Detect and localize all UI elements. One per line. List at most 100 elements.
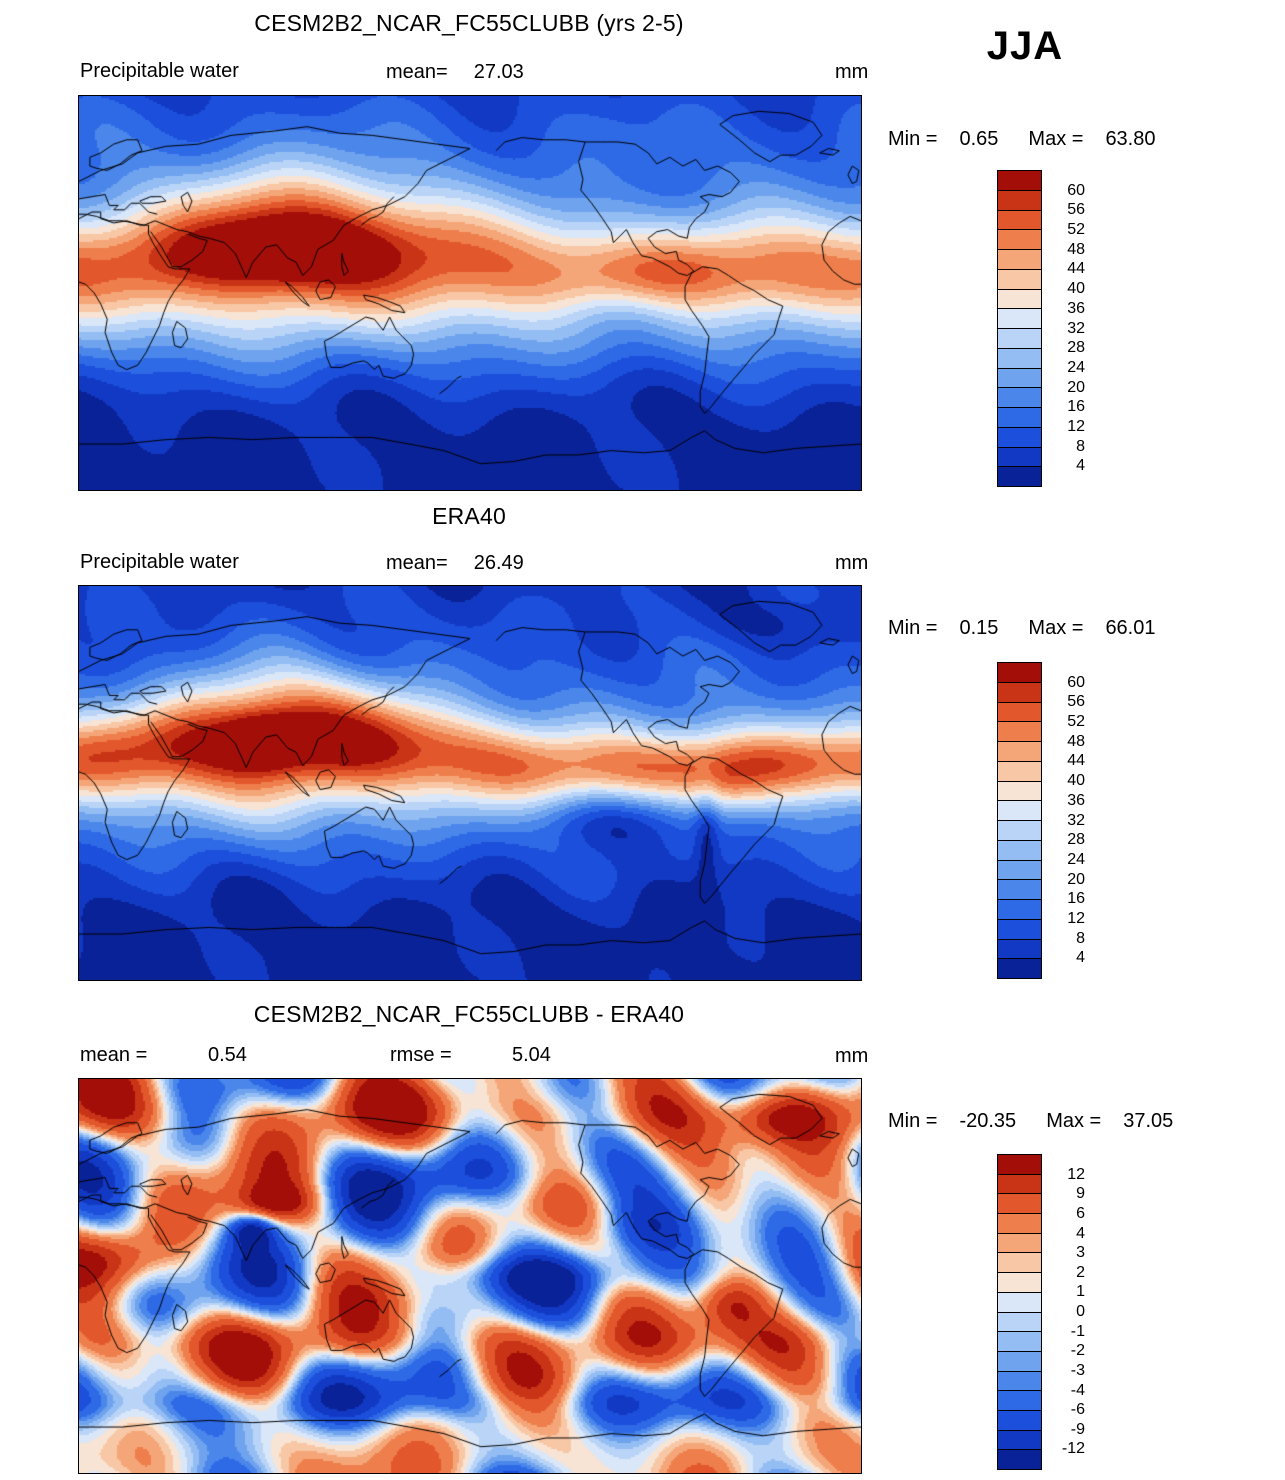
- max-value: 66.01: [1105, 617, 1156, 639]
- colorbar-cell: [998, 1272, 1041, 1292]
- colorbar-tick-label: 12: [1067, 909, 1085, 927]
- colorbar-tick-label: 24: [1067, 850, 1085, 868]
- colorbar-cell: [998, 347, 1041, 368]
- colorbar-tick-label: 52: [1067, 221, 1085, 239]
- min-label: Min =: [888, 617, 938, 639]
- rmse-label: rmse =: [390, 1044, 452, 1066]
- mean-label: mean =: [80, 1044, 148, 1066]
- colorbar-cell: [998, 171, 1041, 190]
- colorbar-difference: 12 9 6 4 3 2 1 0 -1 -2 -3 -4 -6 -9 -12: [997, 1154, 1085, 1470]
- colorbar-tick-label: 40: [1067, 772, 1085, 790]
- colorbar-cell: [998, 780, 1041, 801]
- colorbar-cell: [998, 681, 1041, 702]
- colorbar-cell: [998, 1350, 1041, 1371]
- colorbar-tick-label: 44: [1067, 752, 1085, 770]
- colorbar-cell: [998, 800, 1041, 820]
- variable-label-model: Precipitable water: [80, 60, 239, 82]
- colorbar-cell: [998, 466, 1041, 486]
- colorbar-tick-label: 1: [1076, 1283, 1085, 1301]
- colorbar-tick-label: 8: [1076, 929, 1085, 947]
- mean-row-era40: mean= 26.49: [386, 552, 524, 575]
- min-value: 0.15: [959, 617, 999, 639]
- colorbar-tick-label: 28: [1067, 339, 1085, 357]
- colorbar-tick-label: 16: [1067, 890, 1085, 908]
- colorbar-tick-label: 8: [1076, 437, 1085, 455]
- colorbar-era40: 60 56 52 48 44 40 36 32 28 24 20 16 12 8 4: [997, 662, 1085, 979]
- colorbar-cell: [998, 839, 1041, 860]
- colorbar-tick-label: 4: [1076, 949, 1085, 967]
- colorbar-cell: [998, 189, 1041, 210]
- min-value: 0.65: [959, 128, 999, 150]
- mean-value: 0.54: [208, 1044, 247, 1066]
- colorbar-cell: [998, 229, 1041, 249]
- min-label: Min =: [888, 1110, 938, 1132]
- colorbar-cell: [998, 328, 1041, 348]
- minmax-row-model: Min = 0.65 Max = 63.80: [888, 128, 1156, 151]
- colorbar-cell: [998, 1291, 1041, 1312]
- colorbar-tick-label: 48: [1067, 732, 1085, 750]
- panel-title-difference: CESM2B2_NCAR_FC55CLUBB - ERA40: [253, 1001, 685, 1027]
- mean-row-model: mean= 27.03: [386, 61, 524, 84]
- colorbar-cell: [998, 1409, 1041, 1430]
- colorbar-cell: [998, 1232, 1041, 1253]
- colorbar-cell: [998, 760, 1041, 781]
- colorbar-cell: [998, 249, 1041, 269]
- colorbar-cell: [998, 721, 1041, 741]
- panel-title-model: CESM2B2_NCAR_FC55CLUBB (yrs 2-5): [254, 10, 684, 36]
- max-label: Max =: [1046, 1110, 1102, 1132]
- colorbar-cell: [998, 1449, 1041, 1469]
- colorbar-tick-label: 24: [1067, 358, 1085, 376]
- colorbar-cell: [998, 663, 1041, 682]
- colorbar-cell: [998, 741, 1041, 761]
- max-label: Max =: [1028, 617, 1084, 639]
- colorbar-tick-label: 16: [1067, 398, 1085, 416]
- colorbar-tick-label: 56: [1067, 693, 1085, 711]
- colorbar-cell: [998, 918, 1041, 939]
- colorbar-cell: [998, 446, 1041, 467]
- panel-title-era40: ERA40: [432, 503, 506, 529]
- colorbar-cell: [998, 308, 1041, 328]
- season-label: JJA: [986, 24, 1064, 68]
- colorbar-cell: [998, 1331, 1041, 1351]
- colorbar-cell: [998, 859, 1041, 880]
- colorbar-tick-label: 36: [1067, 299, 1085, 317]
- colorbar-cell: [998, 407, 1041, 427]
- colorbar-cell: [998, 820, 1041, 840]
- colorbar-tick-label: 36: [1067, 791, 1085, 809]
- min-label: Min =: [888, 128, 938, 150]
- colorbar-tick-label: 60: [1067, 673, 1085, 691]
- colorbar-cell: [998, 367, 1041, 388]
- mean-value: 26.49: [473, 552, 524, 574]
- units-label-era40: mm: [835, 552, 869, 574]
- units-label-difference: mm: [835, 1045, 869, 1067]
- colorbar-tick-label: 32: [1067, 319, 1085, 337]
- colorbar-tick-label: 20: [1067, 378, 1085, 396]
- colorbar-tick-label: -4: [1070, 1381, 1085, 1399]
- colorbar-cell: [998, 209, 1041, 230]
- colorbar-cell: [998, 1252, 1041, 1273]
- colorbar-tick-label: 32: [1067, 811, 1085, 829]
- colorbar-tick-label: 6: [1076, 1204, 1085, 1222]
- colorbar-tick-label: 44: [1067, 260, 1085, 278]
- colorbar-cell: [998, 1311, 1041, 1332]
- colorbar-tick-label: -6: [1070, 1401, 1085, 1419]
- units-label-model: mm: [835, 61, 869, 83]
- colorbar-cell: [998, 701, 1041, 722]
- map-era40: [78, 585, 862, 981]
- max-value: 37.05: [1123, 1110, 1174, 1132]
- min-value: -20.35: [959, 1110, 1017, 1132]
- colorbar-cell: [998, 426, 1041, 447]
- colorbar-cell: [998, 288, 1041, 309]
- colorbar-cell: [998, 1193, 1041, 1214]
- minmax-row-difference: Min = -20.35 Max = 37.05: [888, 1110, 1173, 1133]
- mean-value: 27.03: [473, 61, 524, 83]
- colorbar-tick-label: 0: [1076, 1303, 1085, 1320]
- colorbar-tick-label: -1: [1070, 1322, 1085, 1340]
- mean-label: mean=: [386, 552, 448, 574]
- rmse-value: 5.04: [512, 1044, 551, 1066]
- colorbar-tick-label: 52: [1067, 713, 1085, 731]
- colorbar-cell: [998, 1173, 1041, 1194]
- colorbar-tick-label: -9: [1070, 1420, 1085, 1438]
- colorbar-tick-label: 60: [1067, 181, 1085, 199]
